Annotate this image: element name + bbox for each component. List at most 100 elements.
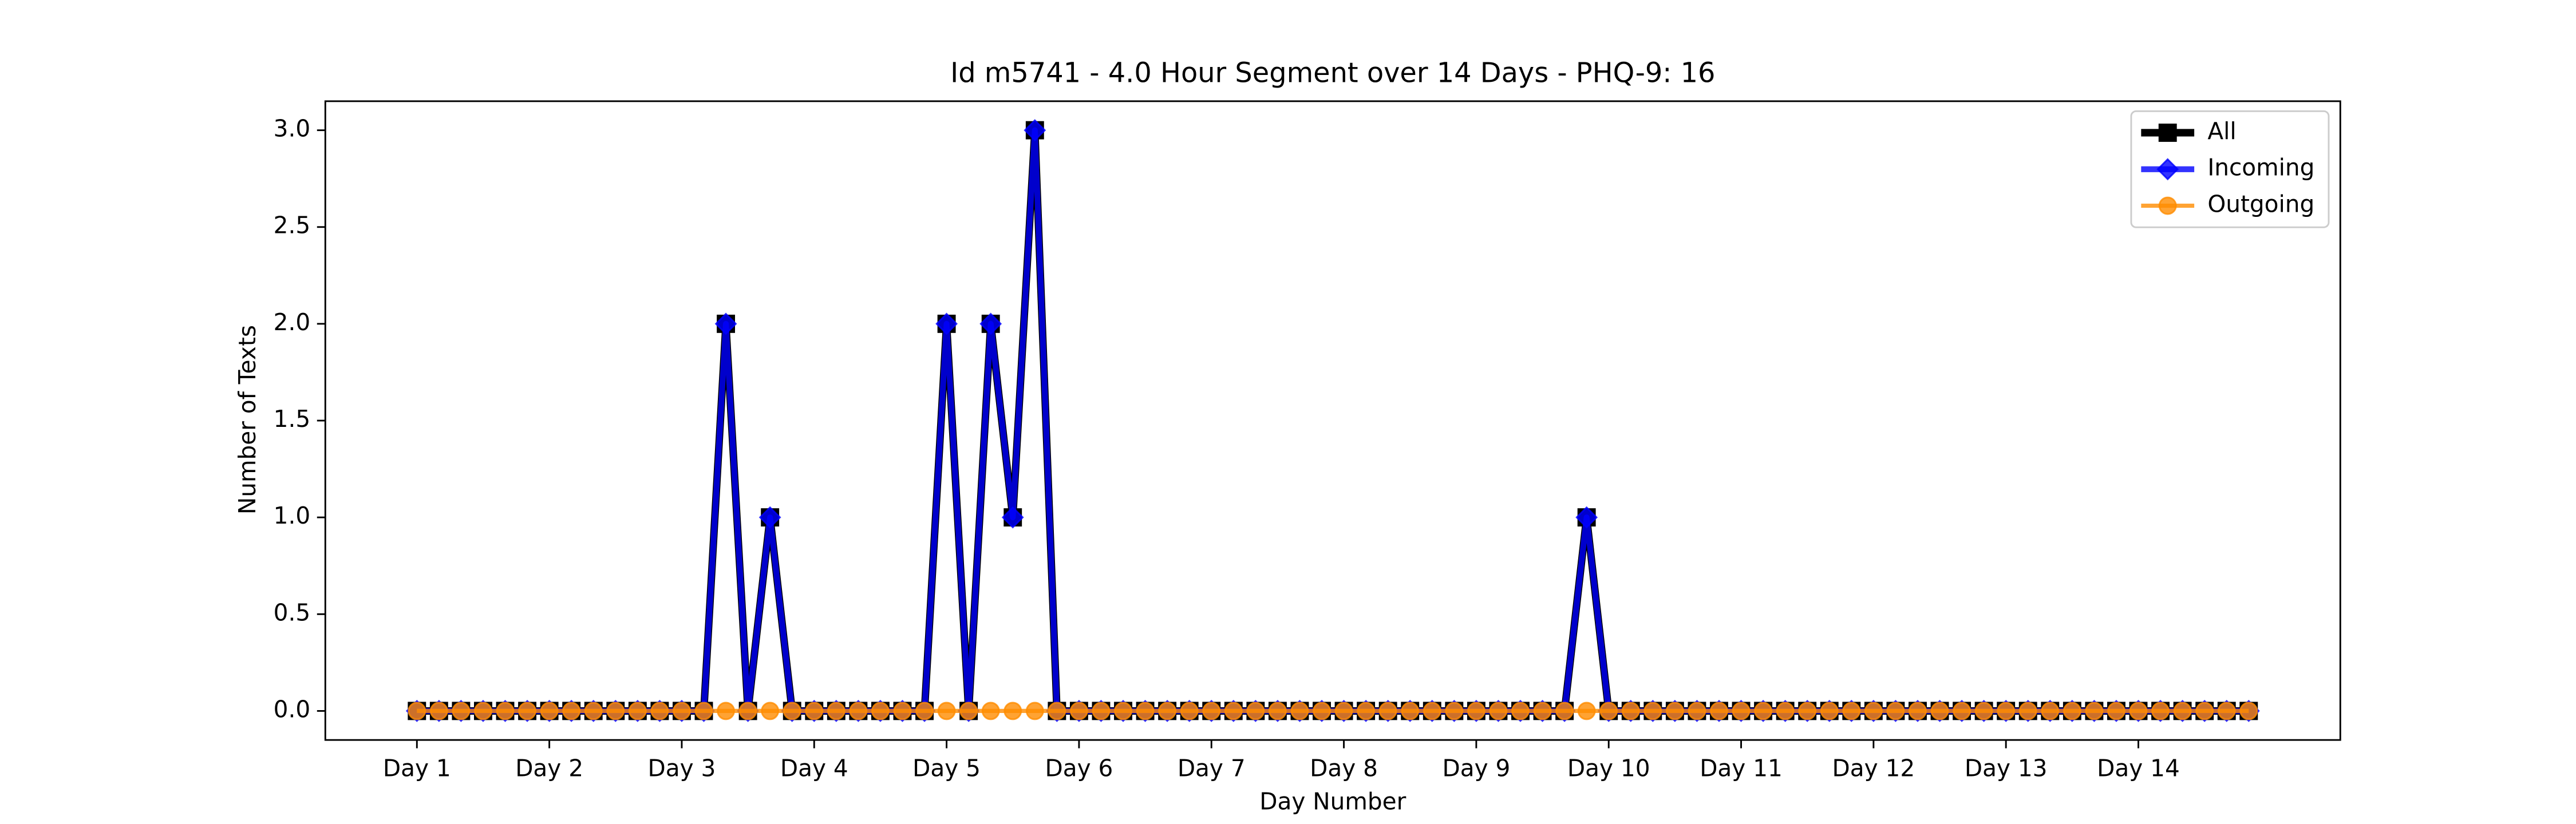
point	[1313, 702, 1331, 720]
point	[1732, 702, 1751, 720]
point	[496, 702, 515, 720]
point	[562, 702, 581, 720]
point	[1224, 702, 1243, 720]
point	[2129, 702, 2148, 720]
point	[1621, 702, 1640, 720]
point	[518, 702, 537, 720]
point	[761, 702, 780, 720]
y-tick-label: 3.0	[274, 115, 311, 142]
y-tick-label: 2.5	[274, 212, 311, 239]
point	[628, 702, 647, 720]
legend-label: Outgoing	[2207, 191, 2314, 218]
point	[1776, 702, 1795, 720]
point	[1180, 702, 1199, 720]
point	[1268, 702, 1287, 720]
point	[2107, 702, 2125, 720]
point	[474, 702, 492, 720]
point	[1092, 702, 1111, 720]
point	[1842, 702, 1861, 720]
x-tick-label: Day 8	[1310, 754, 1378, 782]
point	[408, 702, 426, 720]
point	[805, 702, 824, 720]
x-axis-label: Day Number	[1259, 787, 1406, 815]
point	[871, 702, 890, 720]
point	[1401, 702, 1420, 720]
point	[714, 312, 737, 335]
x-tick-label: Day 11	[1700, 754, 1783, 782]
y-tick-label: 0.0	[274, 695, 311, 723]
point	[2195, 702, 2214, 720]
point	[1820, 702, 1839, 720]
legend-label: Incoming	[2207, 154, 2314, 181]
plot-frame	[324, 100, 2341, 741]
point	[1069, 702, 1088, 720]
point	[1577, 702, 1596, 720]
x-tick-label: Day 10	[1567, 754, 1650, 782]
point	[650, 702, 669, 720]
point	[1003, 702, 1022, 720]
y-tick-label: 1.0	[274, 502, 311, 529]
point	[1575, 506, 1598, 529]
point	[1533, 702, 1552, 720]
point	[783, 702, 801, 720]
x-tick-label: Day 4	[780, 754, 848, 782]
point	[893, 702, 912, 720]
point	[1555, 702, 1574, 720]
point	[1886, 702, 1905, 720]
point	[981, 702, 1000, 720]
point	[1357, 702, 1376, 720]
point	[1997, 702, 2016, 720]
chart-title: Id m5741 - 4.0 Hour Segment over 14 Days…	[950, 57, 1715, 89]
point	[1158, 702, 1177, 720]
point	[979, 312, 1002, 335]
point	[849, 702, 868, 720]
point	[540, 702, 559, 720]
point	[429, 702, 448, 720]
y-axis-label: Number of Texts	[234, 325, 261, 514]
legend-label: All	[2207, 117, 2236, 145]
point	[2217, 702, 2236, 720]
point	[1688, 702, 1706, 720]
point	[2156, 158, 2179, 181]
point	[2085, 702, 2104, 720]
point	[452, 702, 471, 720]
point	[606, 702, 625, 720]
point	[1114, 702, 1132, 720]
point	[1001, 506, 1024, 529]
point	[1798, 702, 1817, 720]
point	[935, 312, 958, 335]
point	[1136, 702, 1155, 720]
point	[1953, 702, 1971, 720]
x-tick-label: Day 3	[648, 754, 716, 782]
point	[694, 702, 713, 720]
point	[1710, 702, 1728, 720]
point	[738, 702, 757, 720]
point	[1378, 702, 1397, 720]
point	[1930, 702, 1949, 720]
point	[1467, 702, 1485, 720]
legend-box	[2130, 110, 2330, 228]
point	[937, 702, 956, 720]
point	[717, 702, 736, 720]
point	[1489, 702, 1508, 720]
x-tick-label: Day 2	[515, 754, 583, 782]
point	[1290, 702, 1309, 720]
point	[1048, 702, 1066, 720]
legend: All Incoming Outgoing	[2130, 110, 2330, 228]
point	[1864, 702, 1883, 720]
x-tick-label: Day 6	[1045, 754, 1113, 782]
point	[1599, 702, 1618, 720]
x-tick-label: Day 12	[1832, 754, 1915, 782]
y-tick-label: 0.5	[274, 599, 311, 626]
y-tick-label: 1.5	[274, 405, 311, 433]
point	[2239, 702, 2258, 720]
point	[1334, 702, 1353, 720]
point	[915, 702, 934, 720]
x-tick-label: Day 7	[1178, 754, 1246, 782]
point	[2158, 124, 2177, 142]
x-tick-label: Day 1	[383, 754, 451, 782]
point	[758, 506, 781, 529]
point	[2041, 702, 2060, 720]
